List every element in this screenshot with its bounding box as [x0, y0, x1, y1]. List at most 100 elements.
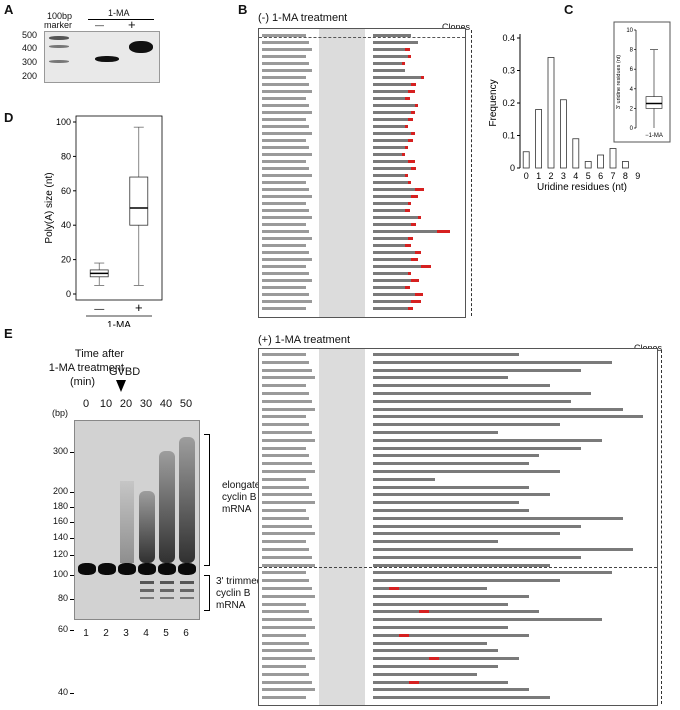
polya-tail [373, 524, 581, 528]
sequence-leader [262, 571, 306, 575]
sequence-leader [262, 353, 306, 356]
treatment-bracket [88, 19, 154, 20]
sequence-row [259, 680, 657, 685]
sequence-leader [262, 516, 309, 520]
sequence-leader [262, 118, 306, 121]
time-label: 30 [139, 398, 153, 410]
polya-tail [373, 293, 415, 296]
polya-tail [373, 195, 412, 198]
sequence-leader [262, 97, 306, 100]
trimmed-band [180, 581, 194, 584]
y-tick-label: 40 [61, 220, 71, 230]
bp-tick [70, 492, 74, 493]
plus-label-a: + [128, 17, 136, 32]
sequence-row [259, 271, 465, 276]
polya-tail [373, 139, 409, 142]
polya-tail [373, 125, 405, 128]
sequence-row [259, 89, 465, 94]
sequence-leader [262, 90, 312, 93]
sequence-row [259, 422, 657, 427]
polya-tail [373, 153, 402, 156]
sequence-row [259, 110, 465, 115]
sequence-row [259, 672, 657, 677]
gel-a [44, 31, 160, 83]
polya-tail [373, 477, 436, 481]
uridine-tail [421, 76, 425, 79]
uridine-insert [389, 587, 399, 590]
elongated-smear [139, 491, 155, 563]
lane-number: 3 [123, 628, 129, 639]
sequence-row [259, 430, 657, 435]
main-band [118, 563, 136, 575]
sequence-leader [262, 251, 309, 254]
polya-tail [373, 279, 412, 282]
polya-tail [373, 579, 561, 583]
sequence-leader [262, 300, 312, 303]
elongated-smear [159, 451, 175, 563]
polya-tail [373, 146, 405, 149]
polya-tail [373, 265, 421, 268]
sequence-row [259, 485, 657, 490]
elongated-label-2: cyclin B [222, 492, 257, 503]
polya-tail [373, 415, 644, 419]
sequence-leader [262, 286, 306, 289]
sequence-leader [262, 230, 309, 233]
lane-number: 5 [163, 628, 169, 639]
x-axis-label: Uridine residues (nt) [537, 182, 627, 193]
trimmed-band [160, 597, 174, 599]
lane-number: 4 [143, 628, 149, 639]
elongated-smear [179, 437, 195, 563]
polya-tail [373, 111, 412, 114]
sequence-leader [262, 462, 312, 466]
sequence-row [259, 539, 657, 544]
uridine-tail [408, 272, 412, 275]
bp-tick [70, 507, 74, 508]
bar [535, 109, 542, 169]
bp-200: 200 [22, 71, 38, 81]
panel-label-d: D [4, 110, 14, 125]
sequence-leader [262, 307, 306, 310]
bp-tick [70, 452, 74, 453]
polya-tail [373, 167, 412, 170]
polya-tail [373, 610, 540, 614]
sequence-leader [262, 438, 315, 442]
polya-tail [373, 251, 415, 254]
inset-x-label: −1-MA [645, 133, 663, 139]
inset-y-tick-label: 2 [630, 106, 634, 112]
uridine-tail [401, 62, 405, 65]
uridine-tail [408, 307, 413, 310]
polya-tail [373, 470, 561, 473]
elongated-label-3: mRNA [222, 504, 252, 515]
sequence-leader [262, 524, 312, 528]
bp-tick-label: 100 [52, 569, 68, 579]
polya-tail [373, 657, 519, 661]
polya-tail [373, 626, 509, 629]
polya-tail [373, 633, 529, 637]
bp-tick [70, 522, 74, 523]
polya-tail [373, 454, 540, 458]
uridine-tail [417, 216, 421, 219]
treatment-label-a: 1-MA [108, 8, 130, 18]
trimmed-label-2: cyclin B [216, 588, 251, 599]
bp-tick-label: 120 [52, 549, 68, 559]
sequence-leader [262, 237, 312, 240]
marker-band-400 [49, 45, 69, 48]
bp-500: 500 [22, 30, 38, 40]
sequence-row [259, 222, 465, 227]
polya-tail [373, 672, 477, 676]
sequence-row [259, 563, 657, 568]
gvbd-arrow-icon [116, 380, 126, 392]
bar [597, 154, 604, 169]
sequence-row [259, 215, 465, 220]
polya-tail [373, 493, 550, 497]
sequence-alignment-plus [258, 348, 658, 706]
trimmed-band [140, 589, 154, 592]
sequence-row [259, 117, 465, 122]
inset-frame [613, 21, 671, 143]
trimmed-band [140, 597, 154, 599]
box [129, 176, 149, 226]
polya-tail [373, 602, 509, 606]
bp-tick [70, 630, 74, 631]
bp-tick-label: 140 [52, 532, 68, 542]
uridine-tail [411, 111, 415, 114]
